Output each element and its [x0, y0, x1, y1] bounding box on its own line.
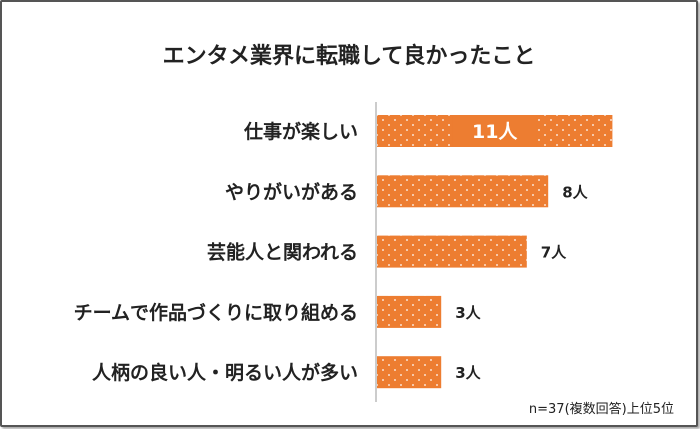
category-label: チームで作品づくりに取り組める	[74, 301, 358, 324]
data-label-background	[452, 115, 537, 147]
sample-note: n=37(複数回答)上位5位	[528, 402, 674, 417]
data-label: 7人	[541, 244, 567, 262]
bar	[377, 175, 549, 208]
data-label: 3人	[455, 304, 481, 322]
bar	[377, 295, 442, 328]
category-label: 芸能人と関われる	[207, 241, 358, 264]
category-label: やりがいがある	[225, 180, 358, 203]
chart-title: エンタメ業界に転職して良かったこと	[162, 44, 536, 69]
data-label: 8人	[562, 183, 588, 201]
category-label: 仕事が楽しい	[243, 120, 358, 143]
bar	[377, 356, 442, 389]
category-label: 人柄の良い人・明るい人が多い	[92, 361, 358, 384]
data-label: 11人	[472, 121, 518, 143]
data-label: 3人	[455, 364, 481, 382]
bar	[377, 235, 527, 268]
